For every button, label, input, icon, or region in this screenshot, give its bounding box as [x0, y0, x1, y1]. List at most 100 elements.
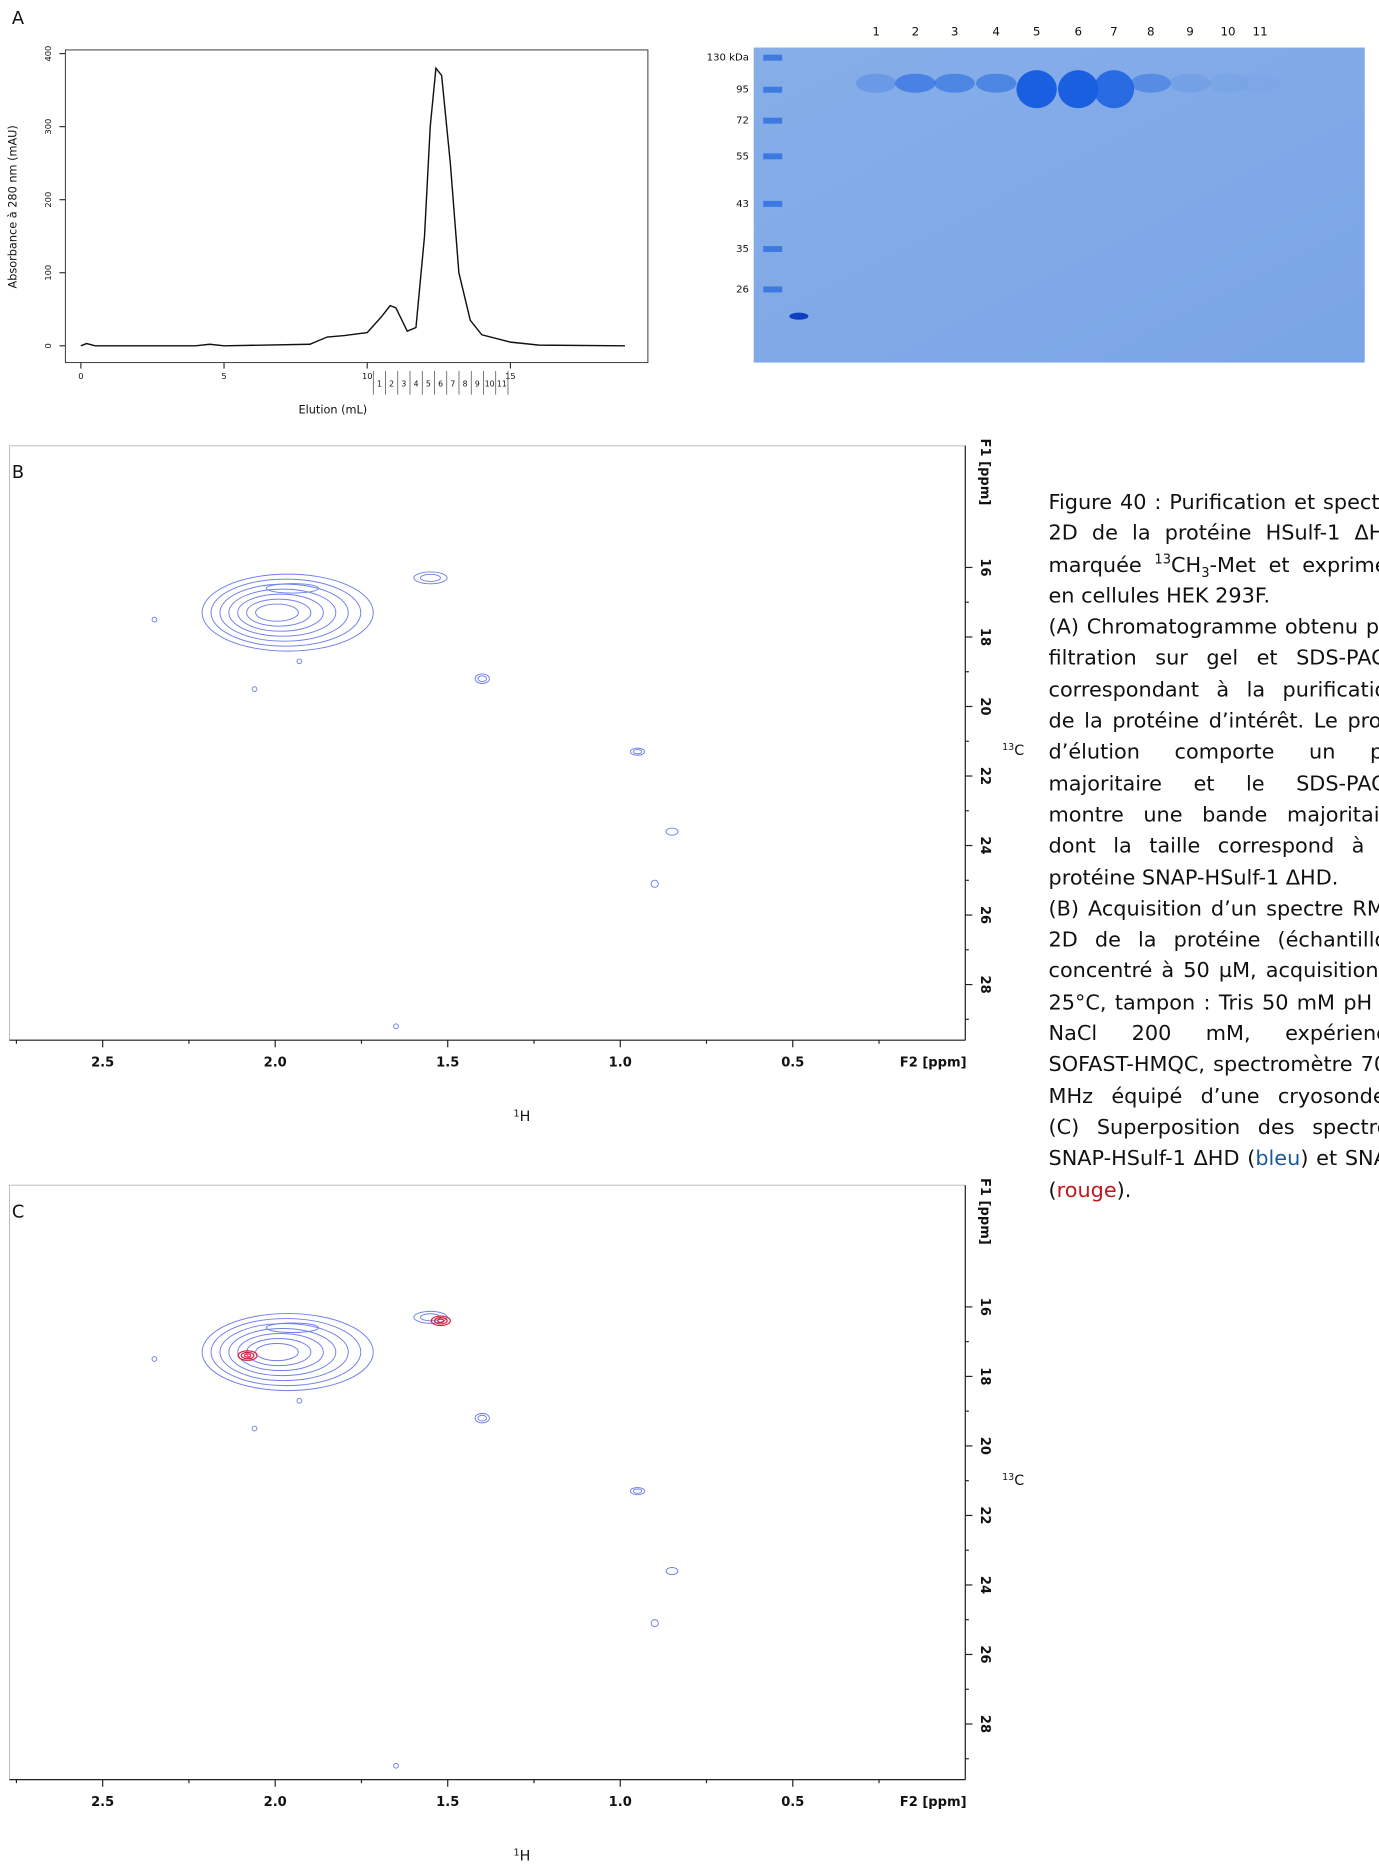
y-tick-label: 28 [977, 1715, 992, 1733]
lane-label: 2 [912, 25, 920, 39]
contour [393, 1762, 399, 1769]
gel-band [1240, 74, 1280, 93]
contour [210, 1318, 362, 1387]
fraction-label: 10 [485, 379, 495, 388]
panel-label: C [12, 1201, 24, 1222]
contour [650, 1619, 659, 1628]
lane-label: 4 [992, 25, 1000, 39]
gel-band [1207, 73, 1249, 93]
x-axis-label: 1H [514, 1848, 531, 1865]
text: H [520, 1848, 531, 1864]
y-axis-label: Absorbance à 280 nm (mAU) [7, 125, 20, 288]
y-axis-label: 13C [1002, 742, 1024, 759]
plot-frame [64, 49, 649, 364]
fraction-label: 9 [475, 379, 480, 388]
text: C [1014, 1473, 1024, 1489]
lane-label: 1 [872, 25, 880, 39]
y-unit: F1 [ppm] [977, 439, 992, 506]
fraction-label: 6 [438, 379, 443, 388]
sup: 1 [514, 1108, 520, 1119]
contour [243, 1353, 252, 1358]
contour [237, 1333, 324, 1372]
x-tick-label: 2.0 [264, 1795, 287, 1810]
marker-band [763, 153, 783, 160]
x-tick-label: 0 [78, 371, 83, 381]
x-tick-label: 1.5 [436, 1055, 459, 1070]
gel-dye-front [789, 312, 809, 320]
lane-label: 10 [1220, 25, 1235, 39]
text: CH [1171, 553, 1202, 578]
gel-band [1016, 70, 1057, 109]
contour [265, 583, 320, 594]
y-tick-label: 26 [977, 906, 992, 924]
sup: 1 [514, 1848, 520, 1859]
contour [255, 603, 299, 622]
lane-label: 5 [1033, 25, 1041, 39]
text: H [520, 1109, 531, 1125]
lane-label: 6 [1074, 25, 1082, 39]
contour [201, 573, 374, 652]
contours [151, 1310, 679, 1769]
lane-label: 3 [951, 25, 959, 39]
caption-paragraph: (B) Acquisition d’un spectre RMN 2D de l… [1049, 894, 1379, 1207]
fraction-label: 1 [377, 379, 382, 388]
contour [210, 578, 362, 647]
x-tick-label: 15 [505, 371, 516, 381]
contour [665, 1567, 679, 1576]
contour [632, 1488, 643, 1494]
gel-image [753, 47, 1365, 363]
text: 3 [1201, 564, 1210, 581]
fraction-label: 3 [401, 379, 406, 388]
y-tick-label: 20 [977, 697, 992, 715]
fraction-label: 7 [450, 379, 455, 388]
fraction-label: 8 [463, 379, 468, 388]
x-tick-label: 1.0 [609, 1795, 632, 1810]
contour [240, 1351, 255, 1360]
contour [629, 1487, 646, 1496]
x-tick-label: 2.5 [91, 1795, 114, 1810]
marker-band [763, 117, 783, 124]
text: (B) Acquisition d’un spectre RMN 2D de l… [1048, 897, 1379, 1172]
lane-label: 11 [1253, 25, 1268, 39]
contour [474, 1412, 490, 1424]
marker-band [763, 246, 783, 253]
y-tick-label: 16 [977, 558, 992, 576]
text: 13 [1154, 551, 1172, 567]
marker-band [763, 286, 783, 293]
contour [296, 658, 303, 665]
y-tick-label: 200 [43, 192, 53, 208]
caption-paragraph: (A) Chromatogramme obtenu par filtration… [1048, 616, 1379, 890]
contour [251, 686, 258, 692]
contour [477, 675, 487, 683]
x-axis-label: Elution (mL) [299, 404, 368, 417]
lane-label: 7 [1110, 25, 1118, 39]
sup: 13 [1002, 1472, 1014, 1483]
text: rouge [1056, 1178, 1117, 1203]
y-tick-label: 300 [43, 119, 53, 135]
x-unit: F2 [ppm] [900, 1795, 967, 1810]
y-tick-label: 18 [977, 628, 992, 646]
y-tick-label: 16 [977, 1298, 992, 1316]
x-tick-label: 1.0 [609, 1055, 632, 1070]
contour [237, 1350, 258, 1361]
contour [228, 1328, 337, 1377]
lane-label: 8 [1147, 25, 1155, 39]
contour [265, 1322, 320, 1333]
y-tick-label: 0 [43, 343, 53, 348]
gel-band [895, 73, 936, 93]
y-tick-label: 26 [977, 1645, 992, 1663]
contour [201, 1313, 374, 1392]
gel-band [1058, 70, 1099, 109]
x-tick-label: 0.5 [781, 1055, 804, 1070]
fraction-label: 4 [414, 379, 419, 388]
contour [228, 588, 337, 637]
caption: Figure 40 : Purification et spectre 2D d… [1049, 487, 1379, 1206]
y-tick-label: 28 [977, 975, 992, 993]
x-tick-label: 5 [221, 371, 226, 381]
contour [255, 1343, 299, 1362]
y-unit: F1 [ppm] [977, 1178, 992, 1245]
contour [151, 616, 158, 623]
fraction-label: 2 [389, 379, 394, 388]
